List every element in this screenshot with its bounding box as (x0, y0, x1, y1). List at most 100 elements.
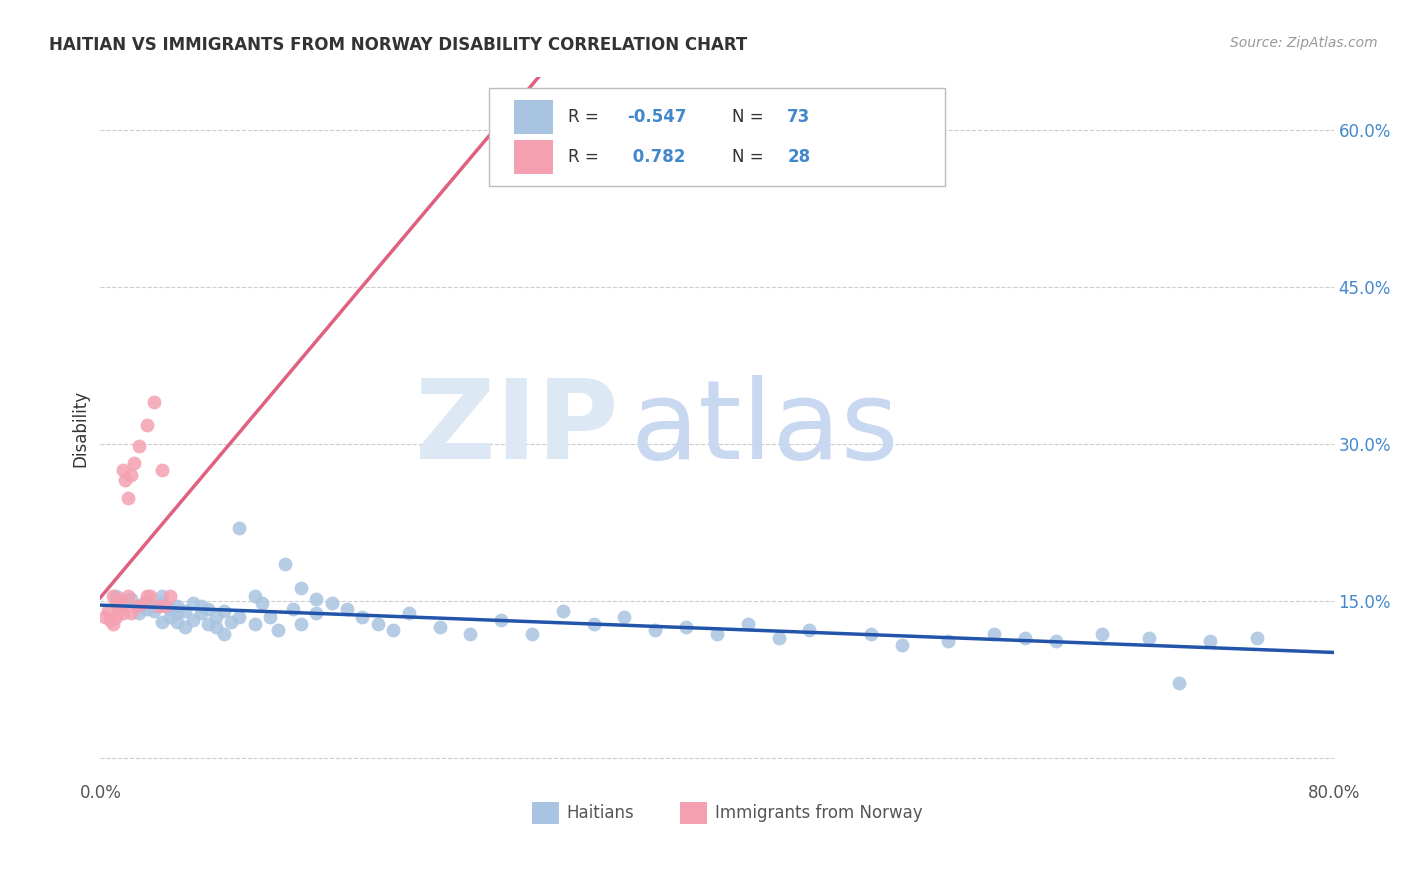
Point (190, 599, 212, 613)
Point (228, 520, 250, 534)
Point (159, 589, 181, 603)
Text: -0.547: -0.547 (627, 108, 686, 126)
Text: N =: N = (731, 148, 763, 166)
Point (143, 395, 166, 409)
Text: Source: ZipAtlas.com: Source: ZipAtlas.com (1230, 36, 1378, 50)
Point (120, 468, 142, 483)
Point (166, 607, 188, 621)
Point (150, 615, 173, 629)
Text: Immigrants from Norway: Immigrants from Norway (714, 805, 922, 822)
Point (644, 623, 666, 637)
Text: atlas: atlas (631, 375, 900, 482)
FancyBboxPatch shape (489, 88, 945, 186)
Text: 0.782: 0.782 (627, 148, 685, 166)
Point (197, 602, 219, 616)
Point (1091, 627, 1114, 641)
Bar (513, 100, 553, 134)
Point (104, 589, 127, 603)
Point (128, 599, 150, 613)
Point (290, 582, 312, 596)
Point (891, 638, 914, 652)
Point (582, 616, 605, 631)
Point (190, 607, 212, 621)
Point (135, 589, 157, 603)
Point (114, 474, 136, 488)
Point (153, 599, 176, 613)
Point (551, 604, 574, 618)
Point (205, 609, 228, 624)
Text: ZIP: ZIP (415, 375, 619, 482)
Text: R =: R = (568, 148, 599, 166)
Point (150, 463, 173, 477)
Point (98, 613, 121, 627)
Point (120, 607, 142, 621)
Point (148, 599, 170, 613)
Point (101, 616, 124, 631)
Point (382, 623, 405, 637)
Point (768, 631, 790, 645)
Point (117, 491, 139, 506)
Point (150, 596, 173, 610)
Point (737, 616, 759, 631)
Text: N =: N = (731, 108, 763, 126)
Point (1246, 631, 1268, 645)
Point (675, 620, 697, 634)
Point (112, 607, 135, 621)
Point (212, 604, 235, 618)
Bar (681, 802, 707, 824)
Point (181, 613, 204, 627)
Point (243, 589, 266, 603)
Point (489, 613, 512, 627)
Text: HAITIAN VS IMMIGRANTS FROM NORWAY DISABILITY CORRELATION CHART: HAITIAN VS IMMIGRANTS FROM NORWAY DISABI… (49, 36, 748, 54)
Point (120, 591, 142, 606)
Point (159, 609, 181, 624)
Point (110, 591, 132, 606)
Point (104, 596, 127, 610)
Point (212, 627, 235, 641)
Y-axis label: Disability: Disability (72, 390, 89, 467)
Point (101, 589, 124, 603)
Text: R =: R = (568, 108, 599, 126)
Point (108, 602, 131, 616)
Point (281, 602, 304, 616)
Point (127, 599, 149, 613)
Point (321, 596, 343, 610)
Point (1199, 633, 1222, 648)
Point (336, 602, 359, 616)
Point (1014, 631, 1036, 645)
Text: 28: 28 (787, 148, 810, 166)
Point (181, 596, 204, 610)
Point (104, 609, 127, 624)
Point (166, 599, 188, 613)
Point (112, 463, 135, 477)
Point (122, 456, 145, 470)
Point (197, 616, 219, 631)
Point (135, 602, 157, 616)
Point (135, 417, 157, 432)
Point (128, 439, 150, 453)
Point (243, 616, 266, 631)
Bar (513, 140, 553, 174)
Point (429, 620, 451, 634)
Point (860, 627, 883, 641)
Point (1045, 633, 1067, 648)
Point (983, 627, 1005, 641)
Point (166, 615, 188, 629)
Point (228, 609, 250, 624)
Point (143, 604, 166, 618)
Point (305, 591, 328, 606)
Point (936, 633, 959, 648)
Point (150, 589, 173, 603)
Point (135, 594, 157, 608)
Point (221, 615, 243, 629)
Point (132, 596, 155, 610)
Point (205, 620, 228, 634)
Point (305, 607, 328, 621)
Point (94, 609, 117, 624)
Text: 73: 73 (787, 108, 810, 126)
Point (398, 607, 420, 621)
Point (352, 609, 374, 624)
Point (290, 616, 312, 631)
Point (174, 604, 197, 618)
Point (266, 623, 288, 637)
